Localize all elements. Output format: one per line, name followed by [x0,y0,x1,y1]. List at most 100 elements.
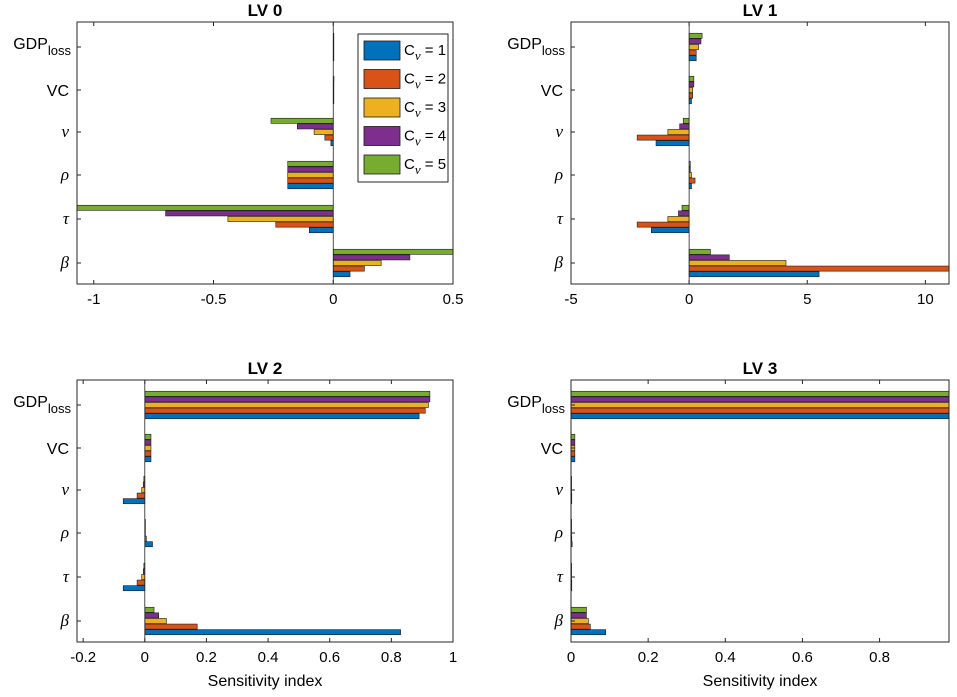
bar-5-series-1 [570,413,950,420]
y-category-label: ν [61,122,69,141]
bar-0-series-3 [332,260,382,266]
x-tick-label: 0.8 [381,649,402,666]
bar-1-series-5 [76,204,334,211]
legend-entry: Cν = 2 [404,71,446,92]
legend: Cν = 1 Cν = 2 Cν = 3 Cν = 4 Cν = 5 [357,33,449,183]
bar-0-series-4 [332,254,411,261]
bar-1-series-3 [227,216,334,222]
y-category-label: ρ [554,523,563,542]
bar-4-series-5 [144,433,152,440]
y-category-label: β [554,611,564,630]
bar-0-series-4 [144,612,159,619]
bar-3-series-1 [122,498,146,505]
bar-2-series-4 [287,166,334,173]
legend-swatch [363,69,401,89]
y-category-label: ν [555,122,563,141]
y-category-label: β [60,253,70,272]
x-tick-label: 5 [803,291,811,308]
x-tick-label: 0 [567,649,575,666]
bar-5-series-2 [688,49,697,56]
panel-title: LV 2 [248,359,283,378]
bar-0-series-5 [688,248,711,255]
bar-4-series-2 [144,450,152,457]
bar-5-series-1 [144,413,420,420]
y-category-label: ν [61,480,69,499]
legend-entry: Cν = 3 [404,99,446,120]
bar-2-series-1 [287,183,334,190]
y-category-label: τ [557,567,564,586]
bar-5-series-1 [688,55,697,62]
bar-0-series-5 [332,248,454,255]
bar-5-series-4 [688,38,702,45]
x-tick-label: 0 [141,649,149,666]
bar-5-series-3 [570,402,950,408]
bar-1-series-4 [678,210,690,217]
bar-1-series-5 [681,204,690,211]
plot-area [571,22,949,284]
bar-5-series-2 [144,407,426,414]
bar-2-series-2 [688,177,696,184]
bar-0-series-1 [570,629,607,636]
plot-frame [76,21,454,285]
bar-0-series-2 [570,623,591,630]
y-category-label: β [60,611,70,630]
y-category-label: GDPloss [13,394,71,416]
bar-3-series-4 [297,123,334,130]
x-tick-label: 0.6 [792,649,813,666]
legend-entry: Cν = 5 [404,156,446,177]
bar-5-series-5 [570,390,950,397]
bar-3-series-2 [636,134,690,141]
panel-title: LV 1 [743,1,778,20]
y-category-label: ν [555,480,563,499]
plot-area [77,380,453,642]
bar-2-series-5 [287,160,334,167]
chart-panel-1: -5 0 5 10 β τ ρ ν VC GDPloss LV 1 [507,1,950,308]
bar-1-series-4 [165,210,334,217]
x-tick-label: 10 [917,291,934,308]
x-tick-label: 0.4 [715,649,736,666]
legend-entry: Cν = 1 [404,42,446,63]
x-tick-label: -1 [87,291,100,308]
bar-0-series-2 [688,265,950,272]
bar-3-series-5 [682,117,690,124]
bar-4-series-5 [570,433,576,440]
bar-0-series-1 [144,629,401,636]
y-category-label: τ [63,567,70,586]
y-category-label: τ [63,209,70,228]
bar-0-series-1 [688,271,820,278]
plot-frame [570,21,950,285]
bar-1-series-3 [141,574,146,580]
plot-frame [76,379,454,643]
x-tick-label: -0.5 [201,291,227,308]
bar-0-series-1 [332,271,351,278]
panel-title: LV 0 [248,1,283,20]
chart-panel-2: -0.2 0 0.2 0.4 0.6 0.8 1 β τ ρ ν VC GDPloss LV 2 Sensi… [13,359,457,690]
bar-5-series-2 [570,407,950,414]
bar-2-series-1 [144,541,153,548]
legend-swatch [363,97,401,118]
x-tick-label: 0 [685,291,693,308]
y-category-label: VC [47,441,69,458]
bar-5-series-5 [688,32,703,39]
plot-area [571,380,949,642]
bar-3-series-3 [141,487,146,493]
bar-2-series-3 [287,172,334,178]
bar-0-series-2 [144,623,198,630]
bar-2-series-2 [287,177,334,184]
y-category-label: ρ [60,165,69,184]
bar-3-series-5 [270,117,334,124]
bar-0-series-4 [570,612,587,619]
bar-0-series-3 [688,260,787,266]
bar-4-series-5 [688,75,695,82]
bar-3-series-2 [136,492,146,499]
bar-3-series-2 [324,134,334,141]
bar-1-series-2 [136,579,146,586]
bar-4-series-4 [570,439,576,446]
chart-panel-3: 0 0.2 0.4 0.6 0.8 β τ ρ ν VC GDPloss LV 3 Sensitivit… [507,359,950,690]
x-tick-label: 0.4 [258,649,279,666]
plot-frame [570,379,950,643]
x-tick-label: 0.6 [319,649,340,666]
x-tick-label: 0.8 [869,649,890,666]
y-category-label: GDPloss [507,36,565,58]
bar-1-series-1 [309,227,334,234]
